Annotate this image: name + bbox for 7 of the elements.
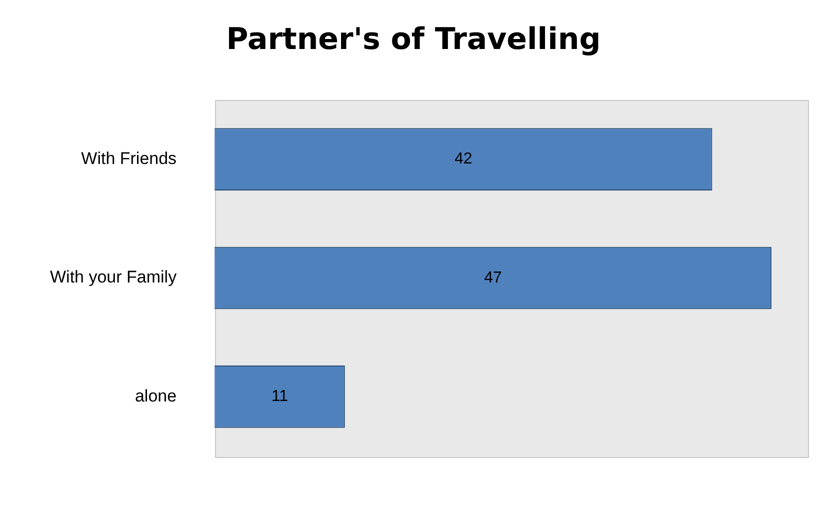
y-tick-label: With your Family: [50, 268, 178, 287]
data-label: 47: [484, 269, 502, 286]
chart-title: Partner's of Travelling: [225, 22, 602, 57]
data-label: 11: [271, 388, 288, 406]
y-tick-label: With Friends: [81, 149, 177, 168]
y-tick-label: alone: [134, 386, 177, 406]
data-label: 42: [454, 150, 472, 168]
